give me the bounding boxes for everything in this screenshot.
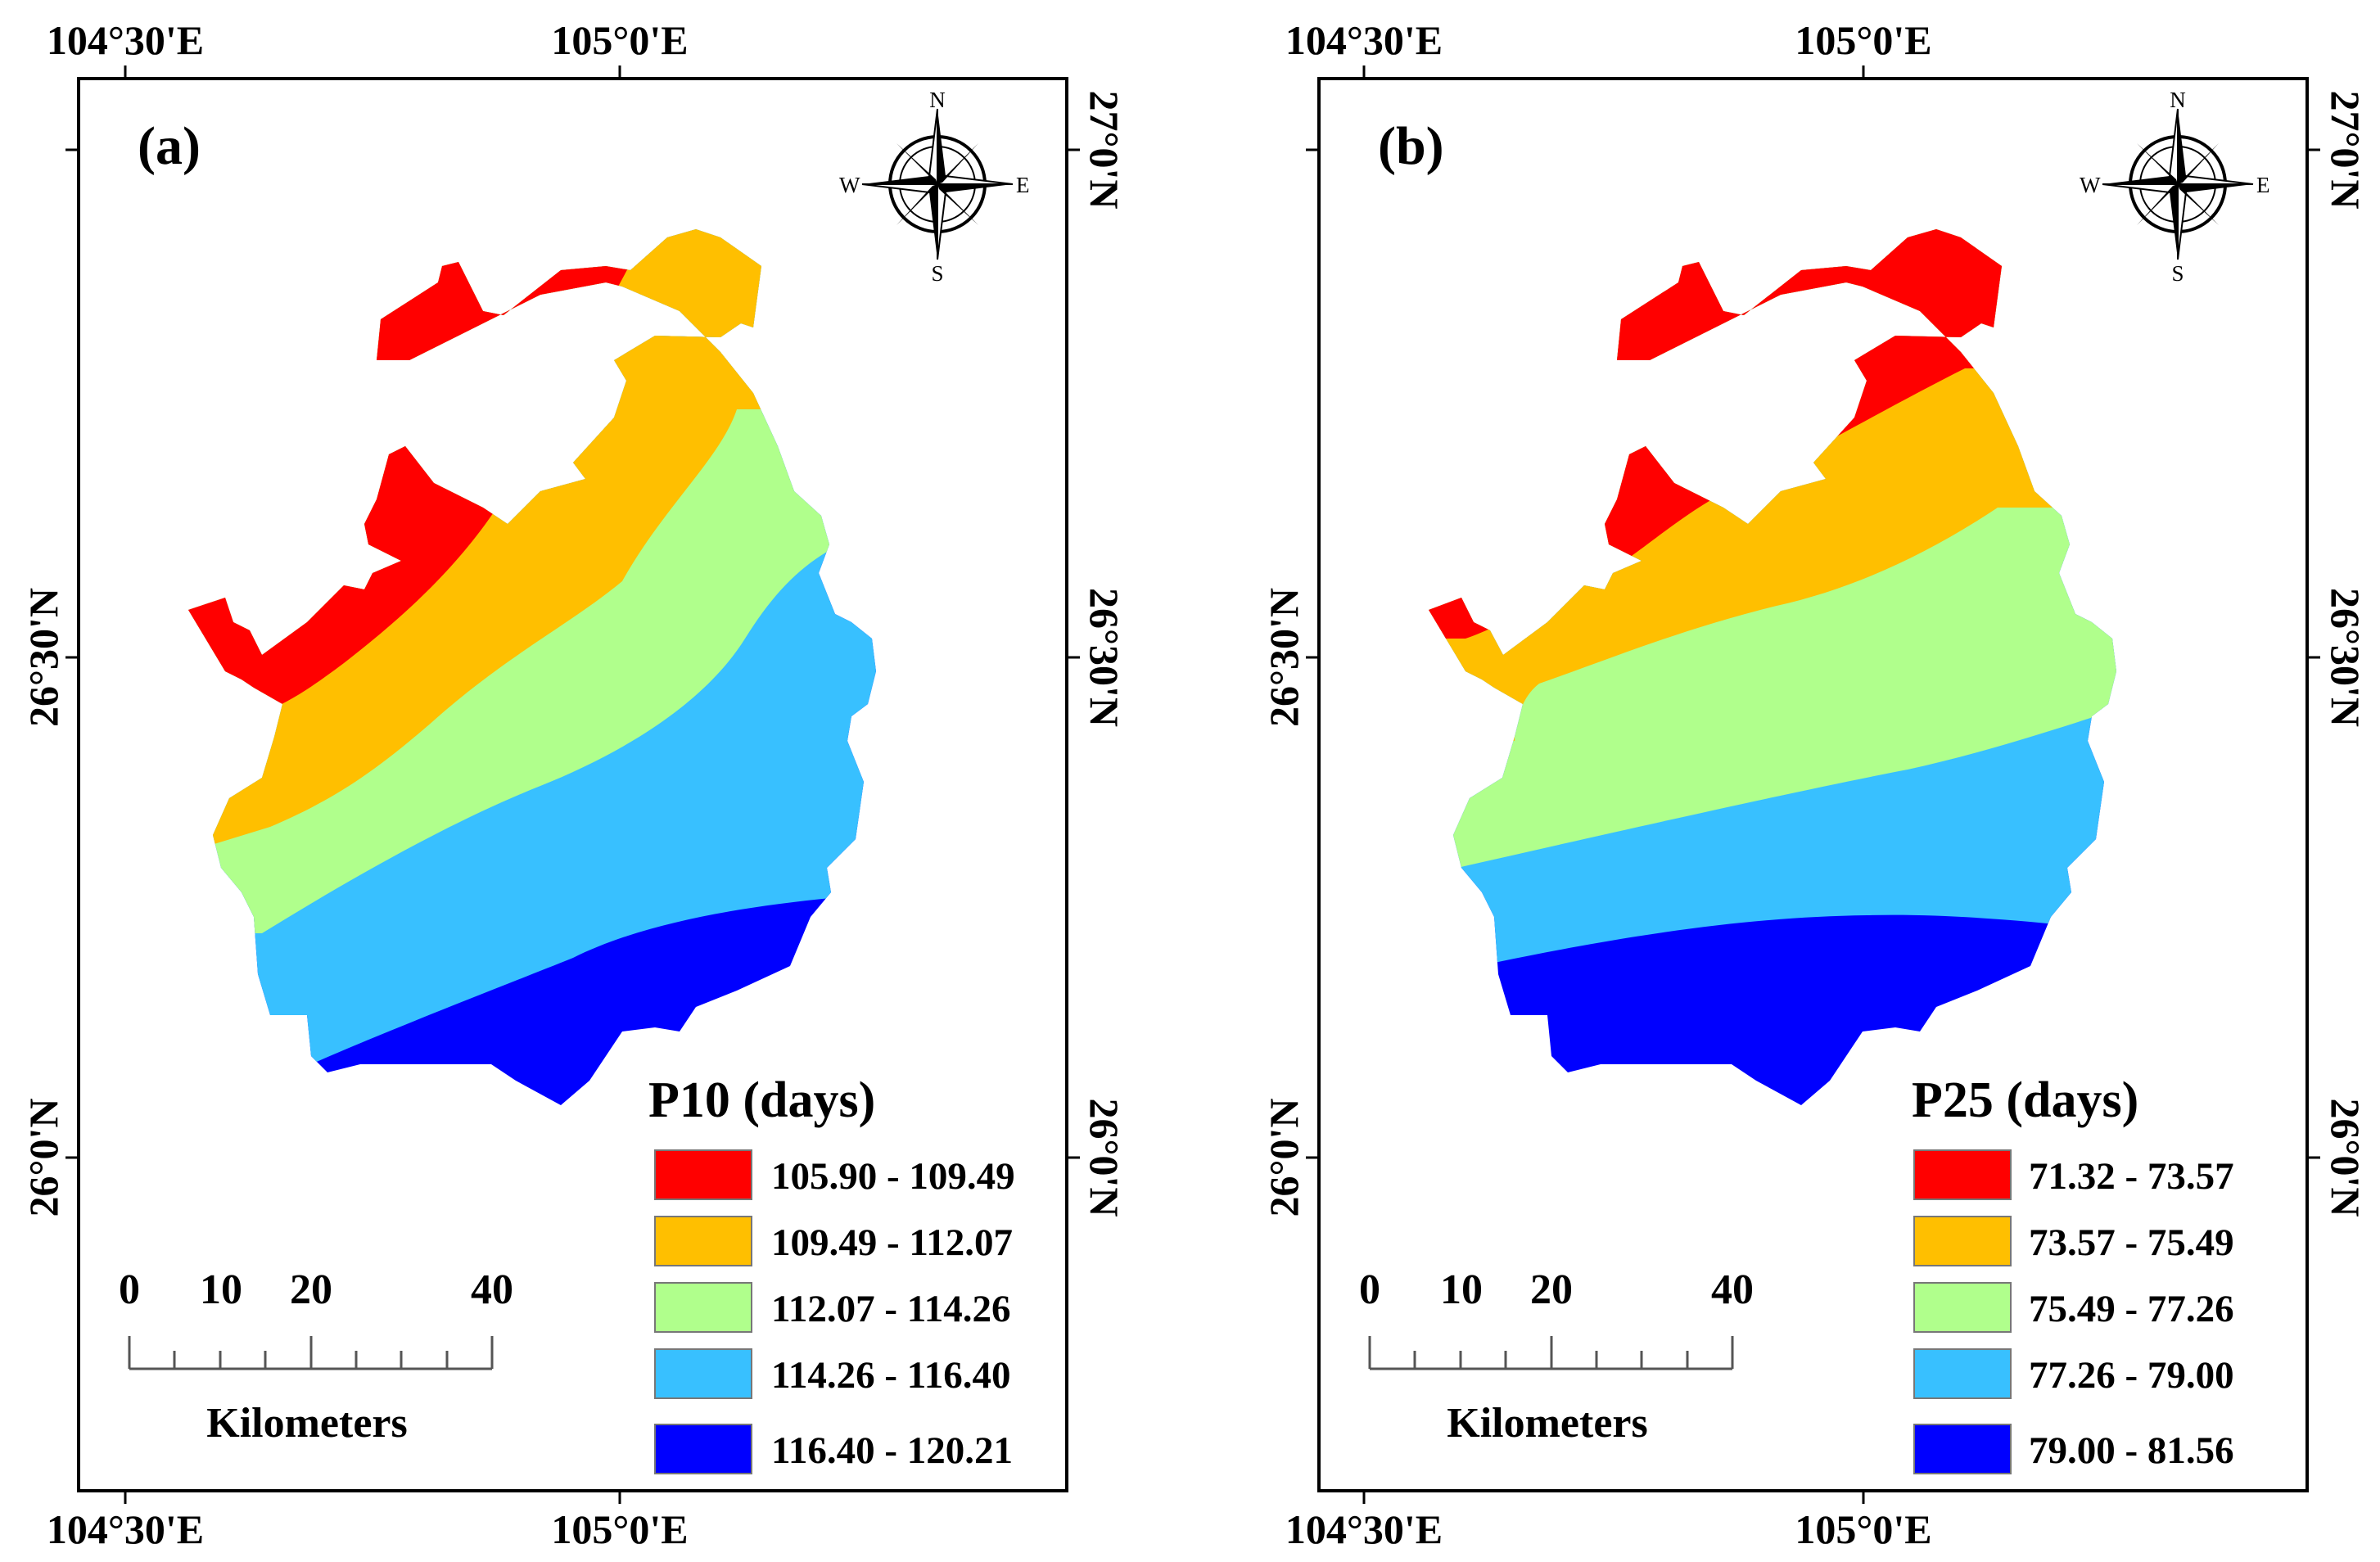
legend-title: P25 (days) bbox=[1912, 1072, 2138, 1128]
scale-bar-b: 0 10 20 40 Kilometers bbox=[1359, 1266, 1754, 1447]
scale-label: 40 bbox=[1711, 1266, 1754, 1313]
scale-label: 20 bbox=[1530, 1266, 1573, 1313]
compass-s: S bbox=[931, 261, 943, 286]
scale-label: 10 bbox=[200, 1266, 242, 1313]
compass-n: N bbox=[2170, 88, 2186, 112]
legend-a: P10 (days) 105.90 - 109.49 109.49 - 112.… bbox=[648, 1072, 1015, 1474]
coord-label-right: 26°30'N bbox=[1082, 588, 1127, 727]
coord-label-bottom: 104°30'E bbox=[47, 1506, 204, 1552]
legend-swatch-3 bbox=[654, 1282, 752, 1333]
legend-label-1: 71.32 - 73.57 bbox=[2029, 1155, 2234, 1198]
legend-label-5: 79.00 - 81.56 bbox=[2029, 1429, 2234, 1472]
coord-label-bottom: 105°0'E bbox=[1795, 1506, 1931, 1552]
panel-b: 104°30'E 105°0'E 104°30'E 105°0'E 26°30'… bbox=[1261, 17, 2369, 1552]
coord-label-top: 104°30'E bbox=[1285, 17, 1443, 63]
coord-label-right: 27°0'N bbox=[2323, 91, 2369, 210]
compass-rose-icon: N S E W bbox=[839, 88, 1030, 286]
panel-a: 104°30'E 105°0'E 104°30'E 105°0'E 26°30'… bbox=[20, 17, 1127, 1552]
legend-label-5: 116.40 - 120.21 bbox=[771, 1429, 1013, 1472]
coord-label-bottom: 105°0'E bbox=[551, 1506, 688, 1552]
legend-swatch-2 bbox=[654, 1216, 752, 1266]
coord-label-right: 26°30'N bbox=[2323, 588, 2369, 727]
scale-unit: Kilometers bbox=[206, 1400, 407, 1447]
coord-label-top: 105°0'E bbox=[551, 17, 688, 63]
scale-bar-a: 0 10 20 40 Kilometers bbox=[119, 1266, 513, 1447]
legend-label-4: 77.26 - 79.00 bbox=[2029, 1354, 2234, 1397]
zone-map-b bbox=[1429, 229, 2116, 1105]
coord-label-left: 26°0'N bbox=[20, 1099, 66, 1217]
legend-swatch-3 bbox=[1913, 1282, 2012, 1333]
scale-label: 0 bbox=[119, 1266, 140, 1313]
legend-label-3: 75.49 - 77.26 bbox=[2029, 1288, 2234, 1330]
legend-b: P25 (days) 71.32 - 73.57 73.57 - 75.49 7… bbox=[1912, 1072, 2234, 1474]
coord-label-top: 105°0'E bbox=[1795, 17, 1931, 63]
coord-label-left: 26°30'N bbox=[20, 588, 66, 727]
compass-s: S bbox=[2171, 261, 2184, 286]
coord-label-top: 104°30'E bbox=[47, 17, 204, 63]
legend-label-2: 109.49 - 112.07 bbox=[771, 1221, 1013, 1264]
legend-swatch-2 bbox=[1913, 1216, 2012, 1266]
scale-label: 10 bbox=[1440, 1266, 1483, 1313]
compass-n: N bbox=[929, 88, 946, 112]
coord-label-left: 26°0'N bbox=[1261, 1099, 1307, 1217]
coord-label-bottom: 104°30'E bbox=[1285, 1506, 1443, 1552]
legend-title: P10 (days) bbox=[648, 1072, 875, 1128]
legend-label-2: 73.57 - 75.49 bbox=[2029, 1221, 2234, 1264]
zone-map-a bbox=[188, 229, 876, 1105]
legend-swatch-4 bbox=[654, 1348, 752, 1399]
legend-swatch-4 bbox=[1913, 1348, 2012, 1399]
coord-label-right: 27°0'N bbox=[1082, 91, 1127, 210]
scale-label: 20 bbox=[290, 1266, 332, 1313]
map-frame-b bbox=[1317, 77, 2309, 1492]
compass-e: E bbox=[1016, 173, 1030, 197]
compass-w: W bbox=[2080, 173, 2101, 197]
scale-unit: Kilometers bbox=[1447, 1400, 1647, 1447]
legend-swatch-1 bbox=[1913, 1149, 2012, 1200]
coord-label-right: 26°0'N bbox=[2323, 1099, 2369, 1217]
legend-label-1: 105.90 - 109.49 bbox=[771, 1155, 1015, 1198]
panel-tag: (a) bbox=[138, 116, 201, 176]
coord-label-left: 26°30'N bbox=[1261, 588, 1307, 727]
legend-label-4: 114.26 - 116.40 bbox=[771, 1354, 1010, 1397]
map-frame-a bbox=[77, 77, 1068, 1492]
panel-tag: (b) bbox=[1378, 116, 1444, 176]
compass-w: W bbox=[839, 173, 860, 197]
legend-swatch-1 bbox=[654, 1149, 752, 1200]
compass-rose-icon: N S E W bbox=[2080, 88, 2270, 286]
scale-label: 0 bbox=[1359, 1266, 1380, 1313]
legend-label-3: 112.07 - 114.26 bbox=[771, 1288, 1010, 1330]
scale-label: 40 bbox=[471, 1266, 513, 1313]
coord-label-right: 26°0'N bbox=[1082, 1099, 1127, 1217]
legend-swatch-5 bbox=[654, 1424, 752, 1474]
legend-swatch-5 bbox=[1913, 1424, 2012, 1474]
compass-e: E bbox=[2256, 173, 2270, 197]
